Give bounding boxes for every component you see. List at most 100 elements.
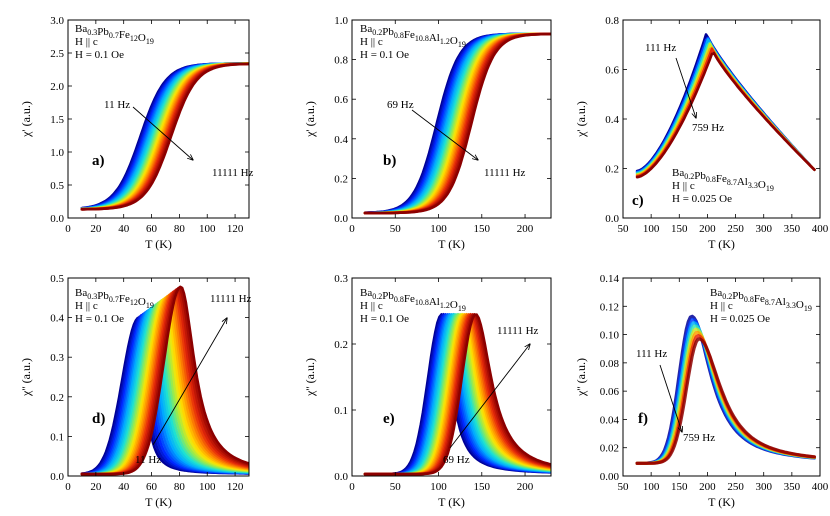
formula-subscript: 0.8 — [394, 31, 404, 40]
x-axis-label: T (K) — [438, 237, 465, 251]
series-group-f — [635, 314, 817, 465]
x-tick-label: 20 — [90, 481, 102, 493]
legend-condition: H = 0.025 Oe — [710, 313, 770, 325]
x-tick-label: 0 — [65, 223, 71, 235]
freq-high-label: 11111 Hz — [497, 325, 539, 337]
y-tick-label: 1.0 — [50, 147, 64, 159]
formula-subscript: 3.3 — [748, 181, 758, 190]
y-tick-label: 1.0 — [334, 15, 348, 27]
formula-element: Ba — [75, 23, 87, 35]
legend-condition: H || c — [75, 36, 98, 48]
y-tick-label: 0.0 — [50, 213, 64, 225]
x-tick-label: 100 — [199, 223, 216, 235]
y-tick-label: 0.4 — [605, 114, 619, 126]
formula-element: Fe — [119, 293, 130, 305]
x-tick-label: 120 — [227, 481, 244, 493]
x-tick-label: 60 — [146, 223, 158, 235]
formula-subscript: 0.3 — [87, 28, 97, 37]
x-tick-label: 50 — [390, 481, 402, 493]
formula-element: Pb — [732, 290, 744, 302]
formula-subscript: 0.8 — [394, 295, 404, 304]
formula-element: Fe — [716, 173, 727, 185]
formula-subscript: 0.7 — [109, 31, 119, 40]
x-tick-label: 200 — [699, 481, 716, 493]
plot-frame — [67, 277, 250, 477]
y-tick-label: 0.1 — [334, 405, 348, 417]
freq-low-label: 11 Hz — [135, 454, 161, 466]
freq-high-label: 759 Hz — [683, 432, 715, 444]
y-tick-label: 0.5 — [50, 273, 64, 285]
y-tick-label: 1.5 — [50, 114, 64, 126]
x-tick-label: 200 — [517, 481, 534, 493]
panel-c: 50 100 150 200 250 300 350 400 0.0 0.2 0.4 0.6 0.8 T … — [574, 15, 829, 251]
formula-subscript: 19 — [458, 40, 466, 49]
y-tick-label: 0.4 — [334, 134, 348, 146]
series-line — [635, 314, 817, 465]
formula-element: O — [450, 35, 458, 47]
frequency-arrow — [449, 344, 530, 449]
y-tick-label: 0.3 — [334, 273, 348, 285]
formula-subscript: 0.2 — [684, 172, 694, 181]
series-line — [635, 317, 817, 465]
x-tick-label: 250 — [727, 223, 744, 235]
x-tick-label: 200 — [517, 223, 534, 235]
y-tick-label: 0.0 — [334, 471, 348, 483]
series-line — [80, 285, 249, 476]
series-group-c — [635, 33, 816, 179]
formula-subscript: 0.2 — [722, 292, 732, 301]
formula-subscript: 19 — [804, 304, 812, 313]
legend-condition: H = 0.1 Oe — [75, 313, 124, 325]
x-tick-label: 100 — [430, 223, 447, 235]
y-axis-label: χ' (a.u.) — [303, 101, 317, 138]
frequency-arrow — [152, 318, 227, 446]
series-line — [635, 321, 817, 465]
formula-element: Fe — [404, 29, 415, 41]
x-tick-label: 40 — [118, 481, 130, 493]
series-group-b — [363, 32, 551, 215]
formula-element: O — [758, 179, 766, 191]
series-line — [363, 313, 551, 476]
x-tick-label: 350 — [784, 223, 801, 235]
formula-element: Al — [775, 296, 786, 308]
y-tick-label: 0.2 — [50, 392, 64, 404]
x-tick-label: 400 — [812, 223, 829, 235]
frequency-arrow — [675, 57, 696, 118]
y-tick-label: 0.6 — [334, 94, 348, 106]
x-tick-label: 100 — [430, 481, 447, 493]
y-tick-label: 2.0 — [50, 81, 64, 93]
x-axis-label: T (K) — [145, 237, 172, 251]
plot-frame — [351, 19, 552, 219]
formula-subscript: 19 — [458, 304, 466, 313]
freq-high-label: 11111 Hz — [212, 167, 254, 179]
formula-subscript: 0.2 — [372, 28, 382, 37]
y-tick-label: 0.0 — [334, 213, 348, 225]
y-tick-label: 0.6 — [605, 65, 619, 77]
formula-subscript: 19 — [146, 37, 154, 46]
x-tick-label: 250 — [727, 481, 744, 493]
plot-frame — [351, 277, 552, 477]
formula-element: Pb — [97, 290, 109, 302]
series-line — [635, 51, 816, 179]
x-axis-label: T (K) — [145, 495, 172, 509]
freq-high-label: 11111 Hz — [210, 293, 252, 305]
y-tick-label: 0.2 — [334, 173, 348, 185]
y-tick-label: 3.0 — [50, 15, 64, 27]
formula-element: O — [138, 32, 146, 44]
y-axis-label: χ'' (a.u.) — [303, 358, 317, 397]
panel-d: 0 20 40 60 80 100 120 0.0 0.1 0.2 0.3 0.4 0.5 T (K) χ'… — [19, 273, 252, 509]
freq-low-label: 69 Hz — [443, 454, 470, 466]
series-group-e — [363, 312, 551, 476]
x-tick-label: 120 — [227, 223, 244, 235]
legend-condition: H = 0.025 Oe — [672, 193, 732, 205]
legend-formula: Ba0.2Pb0.8Fe8.7Al3.3O19 — [710, 287, 812, 313]
y-axis-label: χ'' (a.u.) — [19, 358, 33, 397]
series-group-d — [80, 285, 249, 476]
panel-b: 0 50 100 150 200 0.0 0.2 0.4 0.6 0.8 1.0 T (K) χ' (a… — [303, 15, 552, 251]
formula-subscript: 19 — [766, 184, 774, 193]
formula-subscript: 10.8 — [415, 34, 429, 43]
y-tick-label: 0.10 — [600, 330, 620, 342]
